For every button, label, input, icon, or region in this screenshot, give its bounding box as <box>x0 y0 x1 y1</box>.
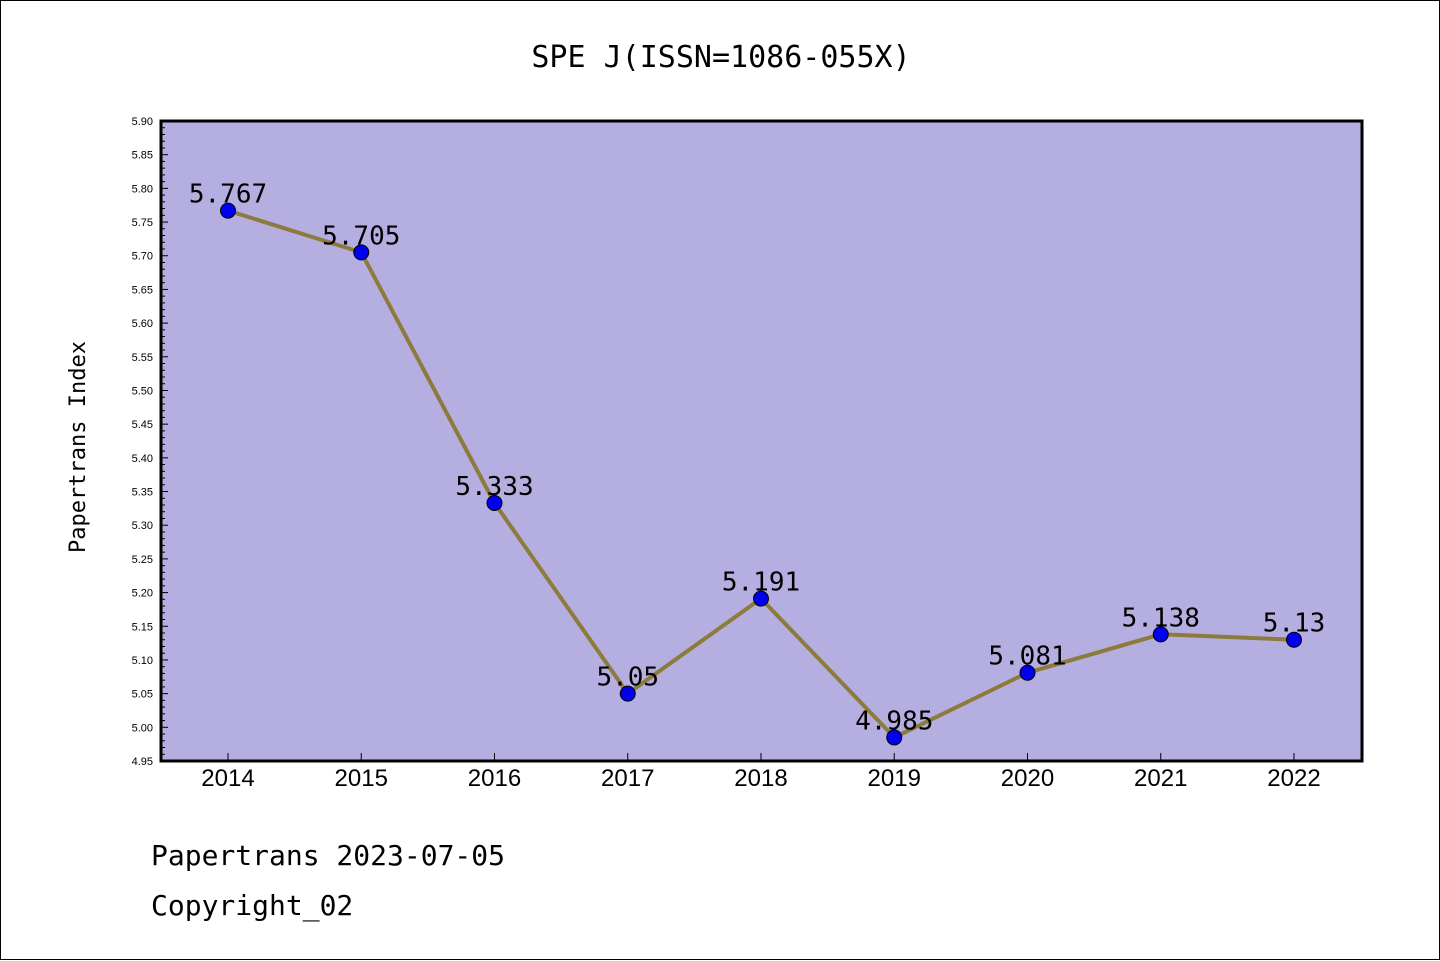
y-axis-label: Papertrans Index <box>66 341 91 553</box>
data-label: 4.985 <box>855 706 933 736</box>
y-tick-label: 5.15 <box>132 621 153 633</box>
y-tick-label: 5.50 <box>132 385 153 397</box>
x-tick-label: 2019 <box>868 765 921 792</box>
data-point <box>1019 664 1036 681</box>
y-tick-label: 5.20 <box>132 588 153 600</box>
y-tick-label: 5.55 <box>132 352 153 364</box>
y-tick-label: 5.70 <box>132 251 153 263</box>
plot-area <box>161 121 1362 761</box>
data-point <box>1286 631 1302 648</box>
y-tick-label: 5.65 <box>132 284 153 296</box>
x-tick-label: 2020 <box>1001 765 1054 792</box>
data-point <box>220 202 236 219</box>
y-tick-label: 5.35 <box>132 487 153 499</box>
data-label: 5.191 <box>722 568 800 598</box>
data-point <box>886 729 903 746</box>
y-tick-label: 5.45 <box>132 419 153 431</box>
y-tick-label: 5.85 <box>132 150 153 162</box>
data-label: 5.138 <box>1122 603 1200 633</box>
x-tick-label: 2022 <box>1267 765 1320 792</box>
x-tick-label: 2014 <box>201 765 254 792</box>
data-label: 5.05 <box>596 663 659 693</box>
data-point <box>753 590 769 607</box>
x-tick-label: 2016 <box>468 765 521 792</box>
data-labels: 5.767 5.705 5.333 5.05 5.191 4.985 5.081 5.138 5… <box>189 180 1325 737</box>
plot-border <box>159 119 1364 763</box>
data-label: 5.081 <box>988 642 1066 672</box>
x-tick-label: 2017 <box>601 765 654 792</box>
x-tick-label: 2021 <box>1134 765 1187 792</box>
data-point <box>486 494 503 511</box>
data-label: 5.333 <box>455 472 533 502</box>
y-tick-label: 5.40 <box>132 453 153 465</box>
data-label: 5.13 <box>1263 609 1326 639</box>
footer-copyright: Copyright_02 <box>151 889 353 923</box>
data-point <box>619 685 636 702</box>
y-tick-label: 5.25 <box>132 554 153 566</box>
data-point <box>1152 626 1169 643</box>
data-point <box>353 244 370 261</box>
data-label: 5.767 <box>189 180 267 210</box>
y-tick-label: 5.05 <box>132 689 153 701</box>
data-label: 5.705 <box>322 221 400 251</box>
y-axis-ticks: 4.95 5.00 5.05 5.10 5.15 5.20 5.25 5.30 5.35 5.40… <box>132 116 168 768</box>
y-tick-label: 5.60 <box>132 318 153 330</box>
data-points <box>220 202 1302 746</box>
y-tick-label: 4.95 <box>132 756 153 768</box>
y-tick-label: 5.10 <box>132 655 153 667</box>
footer-date: Papertrans 2023-07-05 <box>151 839 505 872</box>
y-tick-label: 5.30 <box>132 520 153 532</box>
y-tick-label: 5.80 <box>132 183 153 195</box>
y-tick-label: 5.90 <box>132 116 153 128</box>
x-tick-label: 2018 <box>734 765 787 792</box>
y-tick-label: 5.75 <box>132 217 153 229</box>
y-tick-label: 5.00 <box>132 722 153 734</box>
chart-title: SPE J(ISSN=1086-055X) <box>531 40 910 75</box>
x-axis-ticks: 2014 2015 2016 2017 2018 2019 2020 2021 2022 <box>201 753 1321 792</box>
x-tick-label: 2015 <box>335 765 388 792</box>
